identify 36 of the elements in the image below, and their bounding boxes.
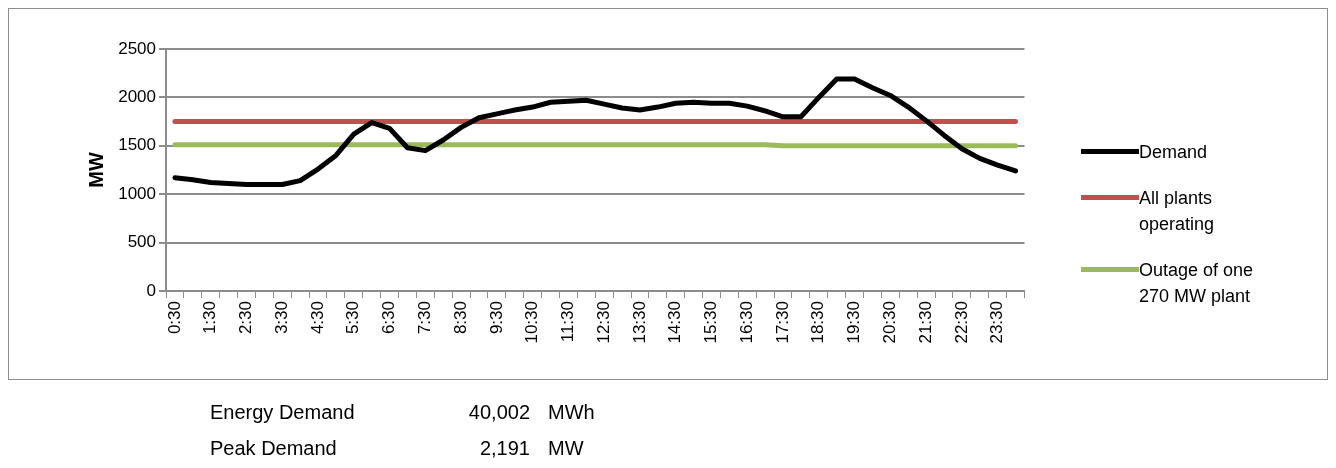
x-tick-label: 7:30: [415, 301, 435, 335]
x-tick-label: 19:30: [844, 301, 864, 344]
x-tick-label: 12:30: [593, 301, 613, 344]
x-tick-label: 17:30: [772, 301, 792, 344]
x-tick-label: 23:30: [987, 301, 1007, 344]
x-tick-label: 14:30: [665, 301, 685, 344]
x-tick-label: 22:30: [951, 301, 971, 344]
text: Energy Demand 40,002 MWh: [210, 400, 595, 423]
legend-label: All plants operating: [1139, 187, 1216, 236]
x-tick-label: 0:30: [164, 301, 184, 335]
y-tick-label: 1000: [118, 183, 156, 203]
x-tick-label: 18:30: [808, 301, 828, 344]
y-tick-label: 2500: [118, 38, 156, 58]
x-tick-label: 5:30: [343, 301, 363, 335]
y-axis-title: MW: [84, 152, 107, 188]
x-tick-label: 15:30: [701, 301, 721, 344]
x-tick-label: 1:30: [200, 301, 220, 335]
x-tick-label: 11:30: [558, 301, 578, 343]
legend-label: Demand: [1139, 141, 1208, 164]
x-tick-label: 9:30: [486, 301, 506, 335]
y-tick-label: 2000: [118, 87, 156, 107]
y-tick-label: 500: [127, 232, 156, 252]
x-tick-label: 3:30: [271, 301, 291, 335]
y-tick-label: 0: [146, 280, 156, 300]
x-tick-label: 13:30: [629, 301, 649, 344]
x-tick-label: 6:30: [379, 301, 399, 335]
x-tick-label: 16:30: [736, 301, 756, 344]
x-tick-label: 20:30: [880, 301, 900, 344]
x-tick-label: 2:30: [236, 301, 256, 335]
text: Peak Demand 2,191 MW: [210, 436, 584, 459]
y-tick-label: 1500: [118, 135, 156, 155]
x-tick-label: 21:30: [915, 301, 935, 344]
x-tick-label: 4:30: [307, 301, 327, 335]
legend-label: Outage of one 270 MW plant: [1139, 259, 1255, 308]
x-tick-label: 8:30: [450, 301, 470, 335]
x-tick-label: 10:30: [522, 301, 542, 344]
